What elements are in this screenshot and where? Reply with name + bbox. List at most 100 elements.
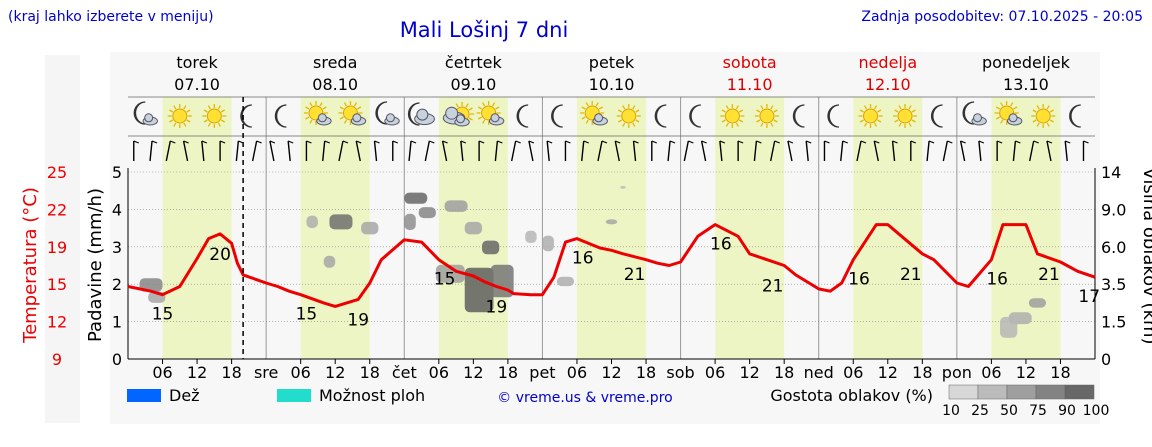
sun-ray	[495, 106, 500, 110]
day-abbr-label: sob	[666, 363, 694, 382]
daylight-band	[715, 97, 785, 359]
temperature-label: 15	[434, 270, 456, 290]
sun-ray	[468, 107, 473, 111]
last-update: Zadnja posodobitev: 07.10.2025 - 20:05	[861, 9, 1143, 25]
wind-barb-flag	[256, 140, 262, 144]
sun-ray	[1049, 119, 1054, 123]
moon-icon	[792, 104, 805, 128]
wind-barb-flag	[460, 140, 467, 144]
sun-ray	[598, 106, 603, 110]
hour-tick-label: 18	[912, 363, 932, 382]
hour-tick-label: 06	[429, 363, 449, 382]
cloud-patch	[542, 235, 554, 252]
wind-barb-flag	[947, 140, 953, 144]
cloud-puff	[144, 113, 154, 123]
wind-barb	[355, 140, 361, 162]
daylight-band	[162, 97, 232, 359]
cloud-patch	[323, 255, 336, 268]
day-date: 09.10	[450, 75, 496, 94]
sun-ray	[492, 102, 496, 107]
sun-disc	[206, 108, 222, 124]
sun-ray	[203, 119, 208, 123]
wind-barb-flag	[546, 140, 553, 144]
sun-icon	[202, 104, 227, 128]
wind-barb-flag	[1064, 140, 1071, 144]
wind-barb-flag	[892, 140, 898, 144]
storm-legend-swatch	[277, 389, 311, 402]
wind-barb	[322, 140, 326, 162]
cloud-patch	[418, 207, 436, 219]
hour-tick-label: 18	[1050, 363, 1070, 382]
temperature-label: 17	[1078, 287, 1100, 307]
sun-ray	[353, 102, 358, 107]
wind-barb	[700, 140, 707, 162]
wind-barb-flag	[701, 140, 707, 144]
hour-tick-label: 06	[705, 363, 725, 382]
wind-barb-flag	[151, 140, 158, 144]
moon-crescent	[931, 104, 943, 128]
cloud-puff	[455, 114, 465, 124]
hour-tick-label: 18	[636, 363, 656, 382]
temperature-axis-label: Temperatura (°C)	[20, 187, 41, 344]
wind-barb-flag	[1046, 140, 1053, 144]
storm-legend-label: Možnost ploh	[319, 386, 425, 405]
sun-ray	[863, 122, 868, 127]
sun-ray	[898, 122, 902, 127]
sun-ray	[911, 109, 916, 113]
wind-barb	[408, 140, 412, 162]
x-axis: 06 12 18 06 12 18 06 12 18 06 12 18 06 12 18 06 12 18 06 12…	[128, 358, 1095, 382]
sun-ray	[859, 109, 864, 113]
hour-tick-label: 12	[463, 363, 483, 382]
sun-disc	[897, 108, 913, 124]
temperature-line	[127, 223, 1096, 308]
temperature-label: 21	[624, 265, 646, 285]
wind-barb	[769, 140, 776, 162]
wind-barb	[373, 140, 378, 162]
cloud-patch	[556, 276, 575, 287]
temperature-label: 20	[209, 245, 231, 265]
wind-barb	[251, 140, 258, 162]
sun-ray	[859, 119, 864, 123]
hour-tick-label: 06	[290, 363, 310, 382]
sun-icon	[167, 104, 192, 128]
sun-ray	[622, 122, 626, 127]
wind-barb-flag	[515, 140, 521, 144]
temperature-label: 16	[848, 270, 870, 290]
sun-ray	[911, 119, 916, 123]
density-step-label: 100	[1083, 403, 1110, 419]
wind-barb-flag	[183, 140, 189, 144]
wind-barb	[597, 140, 603, 162]
sun-ray	[1013, 106, 1018, 110]
wind-barb-flag	[324, 140, 330, 144]
sun-ray	[482, 119, 486, 124]
sun-cloud-icon	[580, 101, 608, 126]
sun-ray	[309, 102, 313, 107]
wind-barb	[856, 140, 862, 162]
wind-barb	[1012, 140, 1017, 162]
wind-barb-row	[133, 140, 1089, 162]
wind-barb-flag	[201, 140, 208, 144]
sun-ray	[618, 109, 623, 113]
wind-barb	[753, 140, 758, 162]
day-abbr-label: sre	[254, 363, 278, 382]
sun-ray	[894, 109, 899, 113]
moon-crescent	[551, 104, 563, 128]
sun-ray	[339, 116, 344, 120]
cloud-puff	[385, 113, 395, 123]
sun-ray	[183, 122, 187, 127]
moon-crescent	[792, 104, 805, 128]
sun-ray	[186, 109, 191, 113]
wind-barb-flag	[874, 140, 880, 144]
wind-barb-flag	[565, 140, 571, 144]
sun-ray	[894, 119, 899, 123]
wind-barb-flag	[287, 140, 294, 144]
sun-icon	[1031, 104, 1056, 128]
hour-tick-label: 06	[152, 363, 172, 382]
page-title: Mali Lošinj 7 dni	[400, 18, 569, 42]
copyright-link[interactable]: © vreme.us & vreme.pro	[497, 390, 672, 406]
cloud-tick-label: 3.5	[1101, 275, 1126, 294]
location-hint[interactable]: (kraj lahko izberete v meniju)	[8, 9, 214, 25]
moon-icon	[1069, 104, 1081, 128]
